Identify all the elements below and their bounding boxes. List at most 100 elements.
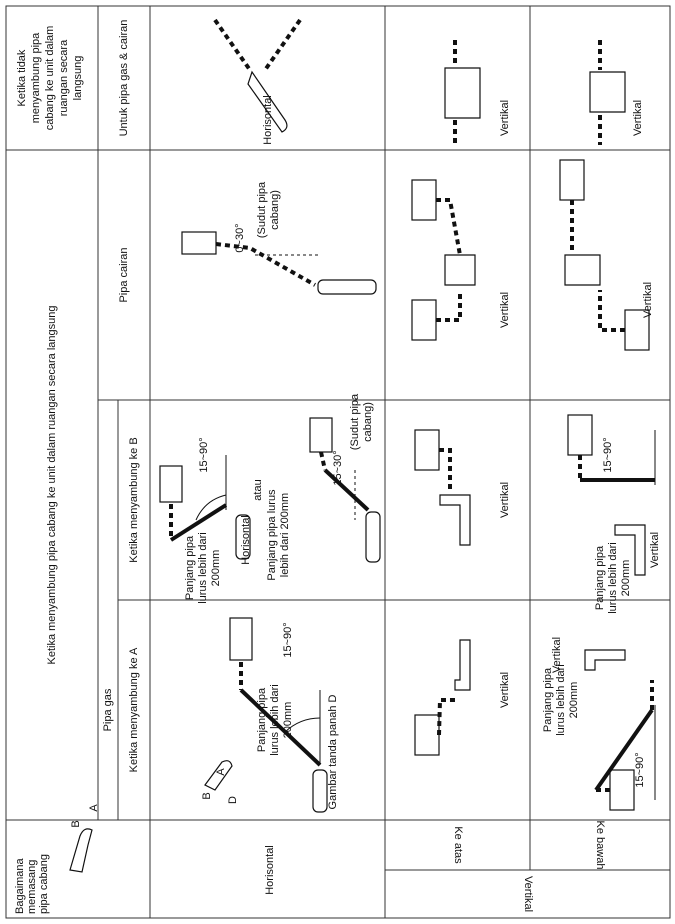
pipe-fitting: [564, 254, 601, 286]
pipe: [439, 448, 452, 490]
drawings: [69, 18, 656, 873]
pipe-fitting: [247, 70, 288, 133]
indoor-unit: [309, 417, 333, 453]
indoor-unit: [609, 769, 635, 811]
annotation: Horisontal: [240, 515, 252, 565]
header-label: Pipa gas: [102, 688, 114, 731]
annotation: Panjang pipa: [594, 545, 606, 610]
pipe: [239, 688, 322, 767]
header-label: Ketika menyambung ke B: [128, 437, 140, 562]
indoor-unit: [229, 617, 253, 661]
annotation: 15~90°: [282, 622, 294, 657]
annotation: Panjang pipa: [184, 535, 196, 600]
annotation: 15~90°: [198, 437, 210, 472]
annotation: Vertikal: [499, 292, 511, 328]
annotation: D: [227, 796, 239, 804]
annotation: B: [70, 820, 82, 827]
annotation: lurus lebih dari: [555, 664, 567, 736]
pipe: [323, 468, 370, 512]
header-label: Ketika tidak: [16, 49, 28, 106]
annotation: Vertikal: [632, 100, 644, 136]
annotation: Panjang pipa: [256, 687, 268, 752]
annotation: cabang): [269, 190, 281, 230]
annotation: lurus lebih dari: [197, 532, 209, 604]
header-label: Pipa cairan: [118, 247, 130, 302]
pipe-fitting: [589, 71, 626, 113]
pipe-fitting: [235, 514, 251, 560]
annotation: atau: [252, 479, 264, 500]
annotation: Gambar tanda panah D: [327, 694, 339, 809]
row-label: Ke bawah: [594, 821, 606, 870]
annotation: A: [215, 768, 227, 776]
pipe: [594, 708, 654, 792]
annotation: (Sudut pipa: [256, 181, 268, 238]
angle-arc: [284, 717, 321, 733]
annotation: 15~90°: [602, 437, 614, 472]
pipe: [169, 503, 228, 542]
annotation: 200mm: [282, 702, 294, 739]
annotation: 200mm: [620, 560, 632, 597]
header-label: cabang ke unit dalam: [44, 26, 56, 131]
pipe-fitting: [614, 524, 646, 576]
annotation: (Sudut pipa: [349, 393, 361, 450]
indoor-unit: [624, 309, 650, 351]
pipe-fitting: [365, 511, 381, 563]
header-label: Untuk pipa gas & cairan: [118, 20, 130, 137]
pipe-fitting: [454, 639, 471, 691]
table-grid: [5, 5, 671, 919]
annotation: Vertikal: [551, 637, 563, 673]
pipe-fitting: [444, 254, 476, 286]
annotation: B: [201, 792, 213, 799]
annotation: lurus lebih dari: [269, 684, 281, 756]
indoor-unit: [411, 179, 437, 221]
indoor-unit: [559, 159, 585, 201]
row-label: Vertikal: [522, 876, 534, 912]
header-label: langsung: [72, 56, 84, 101]
header-label: Ketika menyambung ke A: [128, 647, 140, 772]
pipe: [213, 18, 302, 72]
annotation: Panjang pipa lurus: [266, 489, 278, 581]
pipe-fitting: [312, 769, 328, 813]
annotation: A: [88, 804, 100, 812]
annotation: 0~30°: [234, 223, 246, 252]
header-label: pipa cabang: [38, 854, 50, 914]
annotation: lurus lebih dari: [607, 542, 619, 614]
header-label: Bagaimana: [14, 857, 26, 914]
annotation: 15~30°: [332, 450, 344, 485]
annotation: Vertikal: [642, 282, 654, 318]
annotation: Vertikal: [499, 100, 511, 136]
pipe-fitting: [584, 649, 626, 671]
indoor-unit: [414, 429, 440, 471]
annotation: 200mm: [568, 682, 580, 719]
pipe: [436, 198, 462, 322]
indoor-unit: [181, 231, 217, 255]
header-label: memasang: [26, 860, 38, 914]
pipe: [319, 451, 327, 471]
annotation: Horisontal: [262, 95, 274, 145]
indoor-unit: [567, 414, 593, 456]
pipe-icon: [69, 828, 93, 873]
pipe-fitting: [444, 67, 481, 119]
annotation: 200mm: [210, 550, 222, 587]
row-label: Horisontal: [264, 845, 276, 895]
row-label: Ke atas: [452, 826, 464, 864]
annotation: Vertikal: [499, 482, 511, 518]
header-label: menyambung pipa: [30, 32, 42, 123]
annotation: Vertikal: [649, 532, 661, 568]
annotation: cabang): [362, 402, 374, 442]
header-label: Ketika menyambung pipa cabang ke unit da…: [46, 306, 58, 665]
indoor-unit: [159, 465, 183, 503]
annotation: Panjang pipa: [542, 667, 554, 732]
indoor-unit: [411, 299, 437, 341]
angle-arc: [195, 494, 227, 521]
annotation: 15~90°: [634, 752, 646, 787]
pipe: [215, 242, 316, 287]
table-border: [5, 5, 671, 919]
indoor-unit: [414, 714, 440, 756]
pipe-fitting: [317, 279, 377, 295]
annotation: lebih dari 200mm: [279, 493, 291, 577]
pipe-fitting: [439, 494, 471, 546]
pipe: [437, 698, 455, 736]
header-label: ruangan secara: [58, 39, 70, 116]
